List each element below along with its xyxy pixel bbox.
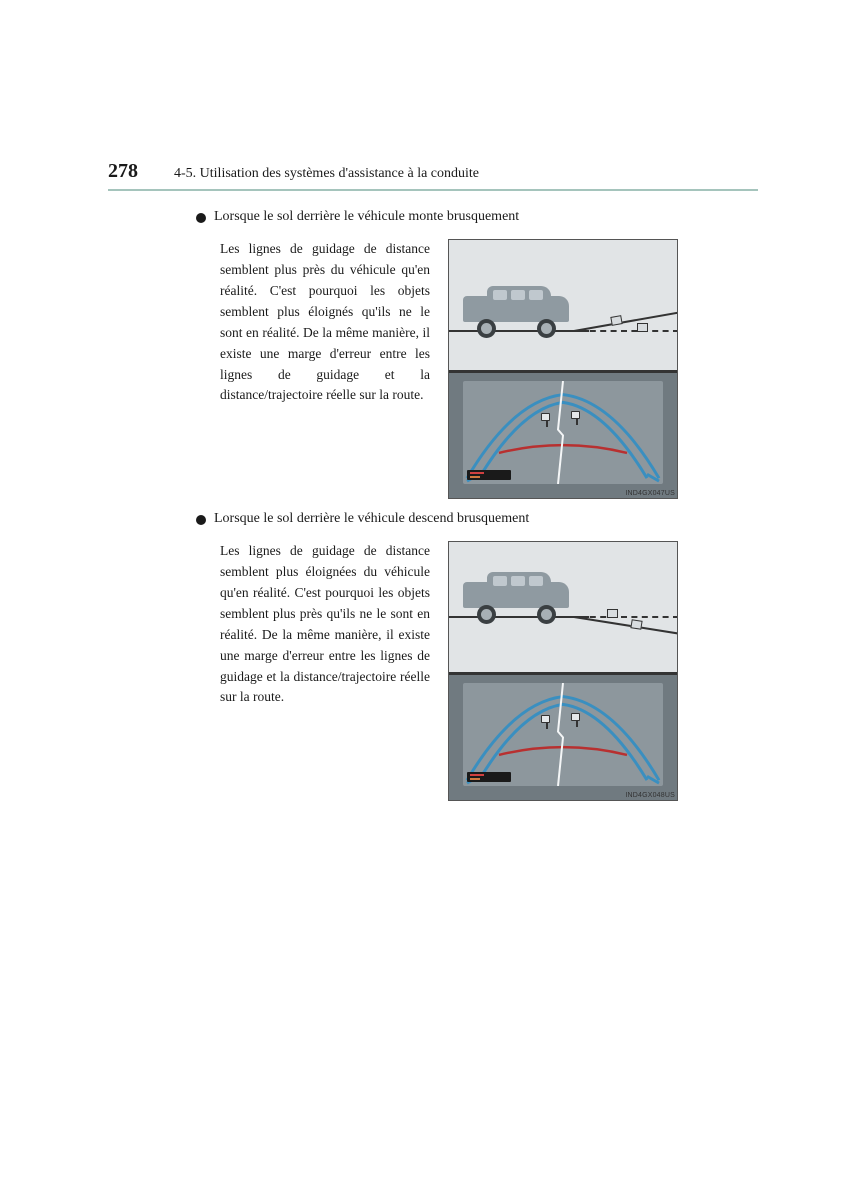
figure-camera-view: IND4GX047US [449,370,677,498]
flag-marker [571,411,581,425]
slope-line [574,309,677,332]
page-number: 278 [108,160,138,183]
car-window [493,576,507,586]
camera-status-bar [467,772,511,782]
slope-line [574,616,677,637]
obstacle-on-slope [610,315,622,326]
obstacle-on-slope [630,619,642,630]
page-header: 278 4-5. Utilisation des systèmes d'assi… [108,160,758,191]
section-slope-down: Lorsque le sol derrière le véhicule desc… [108,511,758,801]
content-row: Les lignes de guidage de distance semble… [220,239,758,499]
car-window [493,290,507,300]
section-slope-up: Lorsque le sol derrière le véhicule mont… [108,209,758,499]
description-text: Les lignes de guidage de distance semble… [220,541,430,801]
flag-marker [541,715,551,729]
vehicle-icon [463,286,569,332]
bullet-row: Lorsque le sol derrière le véhicule mont… [196,209,758,225]
figure-camera-view: IND4GX048US [449,672,677,800]
obstacle-on-dash [637,323,648,332]
figure-column: IND4GX048US [448,541,678,801]
wheel-icon [537,605,556,624]
figure-side-view [449,542,677,672]
bullet-text: Lorsque le sol derrière le véhicule desc… [214,511,529,527]
car-window [511,576,525,586]
bullet-text: Lorsque le sol derrière le véhicule mont… [214,209,519,225]
figure-code: IND4GX047US [625,490,675,497]
wheel-icon [477,319,496,338]
dashed-projection [569,616,677,618]
figure-column: IND4GX047US [448,239,678,499]
figure-box: IND4GX048US [448,541,678,801]
content-row: Les lignes de guidage de distance semble… [220,541,758,801]
flag-marker [571,713,581,727]
page-container: 278 4-5. Utilisation des systèmes d'assi… [0,0,848,863]
bullet-row: Lorsque le sol derrière le véhicule desc… [196,511,758,527]
wheel-icon [537,319,556,338]
figure-side-view [449,240,677,370]
bullet-icon [196,515,206,525]
header-title: 4-5. Utilisation des systèmes d'assistan… [174,166,479,182]
wheel-icon [477,605,496,624]
vehicle-icon [463,572,569,618]
description-text: Les lignes de guidage de distance semble… [220,239,430,499]
camera-status-bar [467,470,511,480]
car-window [529,290,543,300]
car-window [511,290,525,300]
camera-screen [463,683,663,786]
dashed-projection [569,330,677,332]
obstacle-on-dash [607,609,618,618]
guide-lines [463,381,663,484]
camera-screen [463,381,663,484]
bullet-icon [196,213,206,223]
car-window [529,576,543,586]
flag-marker [541,413,551,427]
figure-box: IND4GX047US [448,239,678,499]
guide-lines [463,683,663,786]
figure-code: IND4GX048US [625,792,675,799]
